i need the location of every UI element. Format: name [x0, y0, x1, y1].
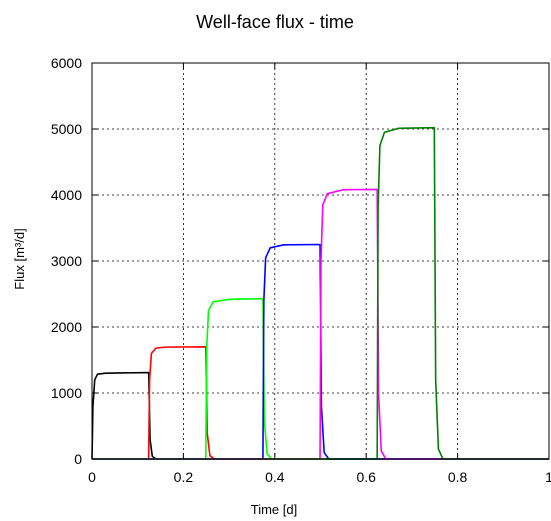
y-tick-label: 4000	[51, 187, 82, 203]
y-tick-label: 5000	[51, 121, 82, 137]
y-tick-label: 0	[74, 451, 82, 467]
x-tick-label: 1	[545, 469, 551, 485]
y-tick-label: 1000	[51, 385, 82, 401]
series-line-5	[92, 188, 549, 460]
y-axis-label: Flux [m³/d]	[12, 228, 27, 289]
y-tick-label: 6000	[51, 55, 82, 71]
x-tick-label: 0.4	[265, 469, 285, 485]
series-line-2	[92, 345, 549, 460]
chart-title: Well-face flux - time	[196, 12, 354, 32]
series-line-6	[92, 126, 549, 460]
tick-layer: 0 0.2 0.4 0.6 0.8 1 0 1000 2000 3000 4000 5000 6000	[51, 55, 551, 485]
series-line-3	[92, 297, 549, 460]
x-tick-label: 0.8	[448, 469, 468, 485]
x-axis-label: Time [d]	[251, 502, 297, 517]
grid-layer	[92, 63, 549, 459]
y-tick-label: 3000	[51, 253, 82, 269]
x-tick-label: 0.2	[174, 469, 194, 485]
series-layer	[91, 126, 549, 460]
x-tick-label: 0	[88, 469, 96, 485]
x-tick-label: 0.6	[356, 469, 376, 485]
y-tick-label: 2000	[51, 319, 82, 335]
series-line-4	[92, 243, 549, 460]
series-line-1	[91, 371, 549, 460]
